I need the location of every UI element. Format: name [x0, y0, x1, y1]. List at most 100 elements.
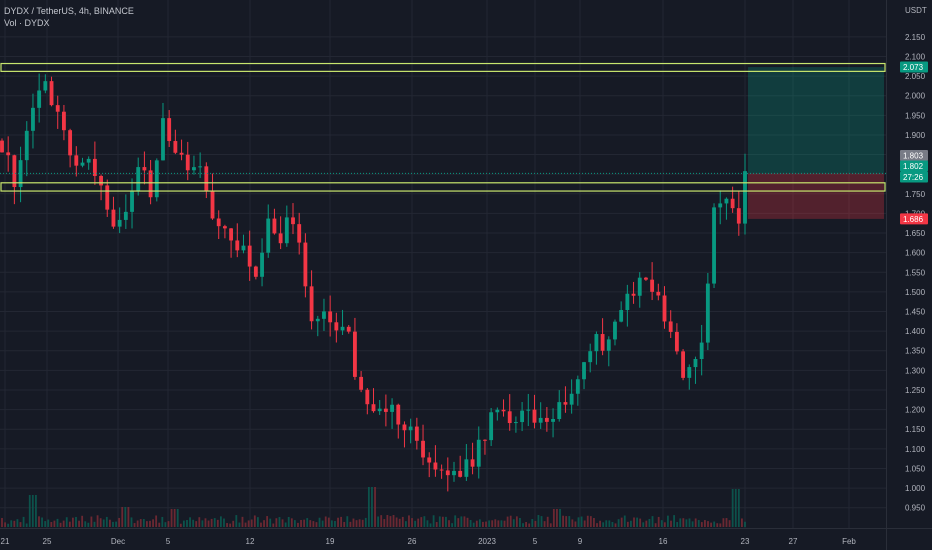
volume-bar: [247, 520, 250, 527]
volume-bar: [713, 521, 716, 527]
volume-bar: [731, 489, 734, 527]
volume-bar: [408, 515, 410, 527]
volume-bar: [309, 520, 312, 527]
candle-body: [693, 359, 698, 368]
candle-body: [557, 402, 562, 419]
volume-bar: [392, 515, 395, 527]
volume-bar: [660, 520, 663, 527]
volume-bar: [72, 517, 74, 527]
price-tag-label: 2.073: [903, 63, 924, 72]
volume-bar: [537, 515, 540, 527]
y-tick-label: 1.750: [905, 190, 926, 199]
volume-bar: [543, 521, 546, 527]
volume-legend[interactable]: Vol · DYDX: [4, 18, 50, 28]
volume-bar: [293, 520, 296, 527]
candle-body: [532, 409, 537, 423]
candle-body: [86, 158, 91, 163]
volume-bar: [112, 521, 114, 527]
volume-bar: [728, 520, 731, 527]
candle-body: [377, 408, 382, 412]
volume-bar: [549, 523, 552, 527]
volume-bar: [583, 520, 586, 527]
candle-body: [359, 376, 364, 390]
volume-bar: [716, 523, 719, 527]
candle-body: [130, 191, 134, 212]
volume-bar: [65, 517, 68, 527]
candle-body: [674, 331, 679, 352]
volume-bar: [565, 516, 568, 527]
candle-body: [644, 277, 648, 280]
volume-bar: [374, 487, 376, 527]
volume-bar: [525, 521, 528, 527]
volume-bar: [602, 522, 605, 527]
volume-bar: [133, 523, 136, 527]
x-tick-label: 16: [659, 537, 668, 546]
volume-bar: [531, 519, 534, 527]
candle-body: [123, 211, 128, 220]
volume-bar: [432, 515, 435, 527]
price-tag-label: 27:26: [903, 173, 924, 182]
volume-bar: [509, 515, 512, 527]
candle-body: [501, 409, 506, 412]
candle-body: [49, 81, 54, 106]
candle-body: [272, 218, 277, 234]
y-tick-label: 1.200: [905, 406, 926, 415]
volume-bar: [105, 516, 108, 527]
volume-bar: [281, 519, 284, 527]
volume-bar: [198, 517, 201, 527]
volume-bar: [673, 515, 675, 527]
candle-body: [495, 409, 500, 413]
volume-bar: [62, 520, 65, 527]
volume-bar: [173, 509, 176, 527]
candle-body: [433, 462, 438, 470]
volume-bar: [503, 520, 506, 527]
volume-bar: [256, 517, 259, 527]
price-tag-label: 1.802: [903, 162, 924, 171]
volume-bar: [438, 516, 441, 527]
volume-bar: [19, 522, 22, 527]
volume-bar: [226, 523, 228, 527]
volume-bar: [466, 517, 469, 527]
candle-body: [588, 351, 593, 363]
candle-body: [483, 439, 487, 441]
volume-bar: [78, 520, 80, 527]
candle-body: [235, 240, 240, 251]
volume-bar: [494, 519, 497, 527]
volume-bar: [176, 509, 179, 527]
volume-bar: [179, 523, 182, 527]
volume-bar: [312, 521, 315, 527]
volume-bar: [164, 522, 167, 527]
position-profit-zone: [748, 67, 884, 174]
symbol-legend[interactable]: DYDX / TetherUS, 4h, BINANCE: [4, 6, 134, 16]
candle-body: [662, 295, 667, 322]
volume-bar: [81, 515, 84, 527]
y-tick-label: 2.000: [905, 92, 926, 101]
volume-bar: [31, 495, 34, 527]
candle-body: [0, 140, 4, 153]
candle-body: [198, 166, 203, 168]
volume-bar: [512, 519, 515, 527]
candle-body: [18, 160, 23, 188]
volume-bar: [448, 520, 450, 527]
volume-bar: [16, 519, 19, 527]
candle-body: [594, 334, 599, 352]
volume-bar: [337, 517, 339, 527]
volume-bar: [414, 520, 417, 527]
y-tick-label: 1.300: [905, 366, 926, 375]
candle-body: [340, 326, 345, 331]
x-tick-label: 12: [246, 537, 255, 546]
volume-bar: [207, 520, 210, 527]
position-loss-zone: [748, 173, 884, 219]
y-tick-label: 1.100: [905, 445, 926, 454]
candle-body: [631, 293, 636, 296]
volume-bar: [170, 509, 173, 527]
candle-body: [105, 185, 110, 210]
x-tick-label: 9: [578, 537, 583, 546]
candle-body: [452, 470, 456, 476]
volume-bar: [318, 517, 321, 527]
volume-bar: [260, 522, 262, 527]
volume-bar: [506, 516, 509, 527]
candle-body: [278, 233, 283, 244]
volume-group: [1, 487, 746, 527]
